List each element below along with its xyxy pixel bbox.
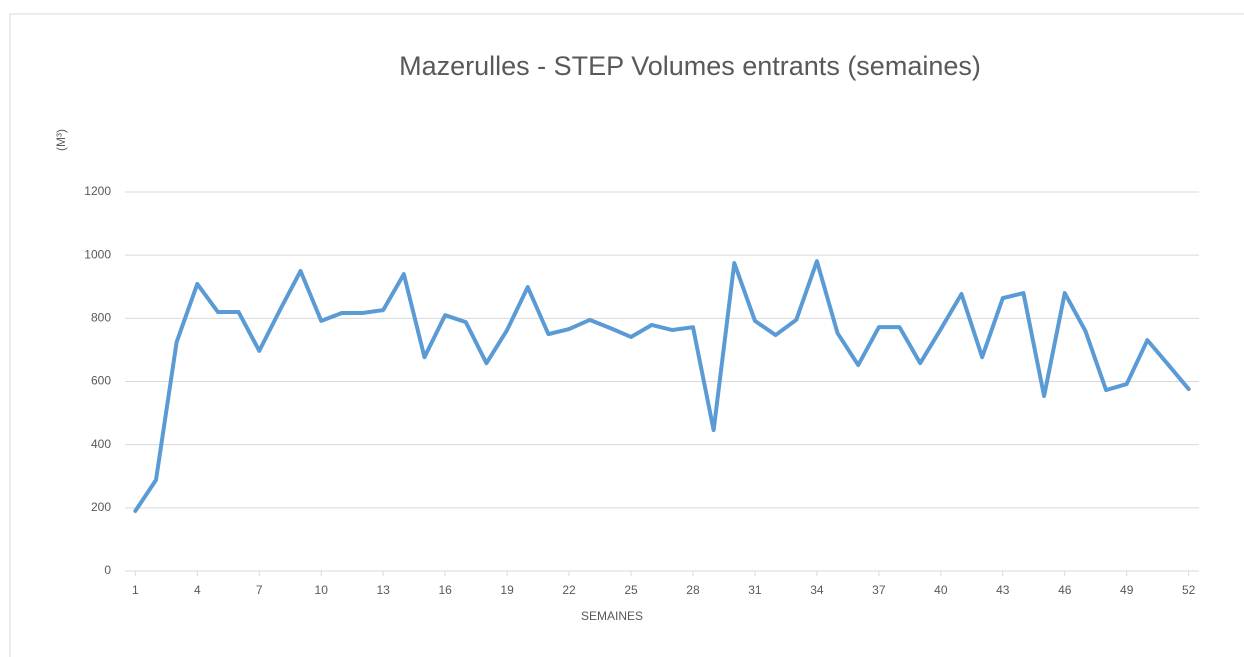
- x-tick-label: 1: [132, 583, 139, 597]
- y-axis-label: (M³): [54, 129, 68, 151]
- x-tick-label: 16: [438, 583, 452, 597]
- y-tick-label: 1000: [84, 247, 111, 261]
- x-tick-label: 40: [934, 583, 948, 597]
- x-tick-label: 19: [500, 583, 514, 597]
- y-tick-label: 400: [91, 437, 111, 451]
- x-tick-label: 31: [748, 583, 762, 597]
- x-tick-label: 46: [1058, 583, 1072, 597]
- x-tick-label: 37: [872, 583, 886, 597]
- x-tick-label: 34: [810, 583, 824, 597]
- chart-title: Mazerulles - STEP Volumes entrants (sema…: [399, 51, 981, 81]
- x-tick-label: 28: [686, 583, 700, 597]
- y-tick-label: 800: [91, 311, 111, 325]
- y-tick-label: 600: [91, 374, 111, 388]
- x-tick-label: 49: [1120, 583, 1134, 597]
- x-tick-label: 13: [376, 583, 390, 597]
- x-tick-label: 4: [194, 583, 201, 597]
- y-tick-label: 0: [104, 563, 111, 577]
- y-tick-label: 200: [91, 500, 111, 514]
- x-tick-label: 52: [1182, 583, 1196, 597]
- chart-frame: [9, 13, 1244, 657]
- x-tick-label: 7: [256, 583, 263, 597]
- line-series: [133, 259, 1191, 513]
- x-tick-label: 22: [562, 583, 576, 597]
- y-tick-label: 1200: [84, 184, 111, 198]
- x-tick-label: 25: [624, 583, 638, 597]
- x-axis-label: SEMAINES: [581, 609, 643, 623]
- x-tick-label: 43: [996, 583, 1010, 597]
- x-tick-label: 10: [315, 583, 329, 597]
